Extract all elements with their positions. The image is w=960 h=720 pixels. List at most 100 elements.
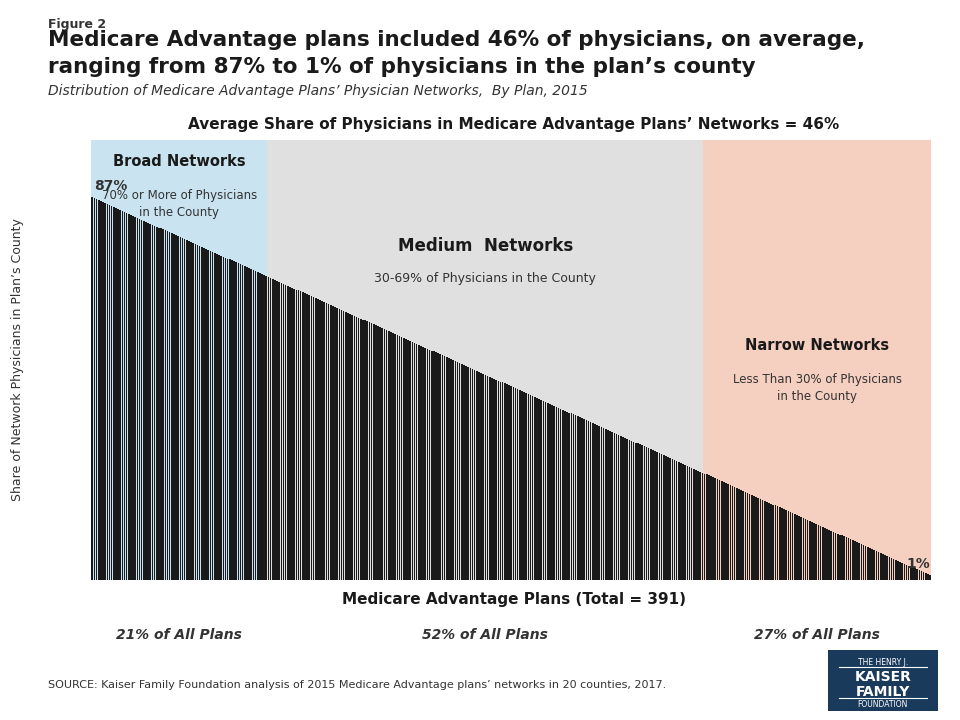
Bar	[332, 306, 334, 580]
Bar	[493, 379, 494, 580]
Bar	[841, 536, 843, 580]
Bar	[372, 325, 374, 580]
Bar	[190, 242, 192, 580]
Bar	[884, 555, 886, 580]
Bar	[141, 220, 142, 580]
Bar	[446, 357, 447, 580]
Bar	[540, 400, 542, 580]
Bar	[91, 140, 268, 580]
Bar	[516, 390, 518, 580]
Text: Medicare Advantage plans included 46% of physicians, on average,: Medicare Advantage plans included 46% of…	[48, 30, 865, 50]
Bar	[686, 466, 688, 580]
Bar	[240, 264, 241, 580]
Bar	[91, 197, 93, 580]
Bar	[452, 360, 454, 580]
Bar	[586, 420, 588, 580]
Bar	[360, 318, 362, 580]
Bar	[186, 240, 187, 580]
Bar	[912, 567, 914, 580]
Bar	[914, 568, 916, 580]
Bar	[463, 365, 465, 580]
Bar	[704, 140, 931, 580]
Bar	[612, 432, 613, 580]
Bar	[627, 438, 628, 580]
Bar	[592, 423, 593, 580]
Bar	[180, 237, 181, 580]
Bar	[594, 424, 596, 580]
Bar	[818, 525, 819, 580]
Bar	[162, 230, 164, 580]
Bar	[684, 465, 686, 580]
Bar	[663, 455, 664, 580]
Text: Average Share of Physicians in Medicare Advantage Plans’ Networks = 46%: Average Share of Physicians in Medicare …	[188, 117, 839, 132]
Bar	[422, 346, 424, 580]
Bar	[300, 292, 301, 580]
Bar	[471, 369, 473, 580]
Bar	[556, 407, 557, 580]
Bar	[650, 449, 652, 580]
Text: FOUNDATION: FOUNDATION	[857, 701, 908, 709]
Bar	[725, 483, 727, 580]
Bar	[237, 264, 239, 580]
Bar	[268, 277, 269, 580]
Bar	[188, 241, 190, 580]
Bar	[325, 303, 327, 580]
Bar	[683, 464, 684, 580]
Bar	[276, 281, 277, 580]
Bar	[278, 282, 280, 580]
Bar	[221, 256, 222, 580]
Bar	[589, 422, 591, 580]
Bar	[251, 269, 252, 580]
Bar	[596, 425, 598, 580]
Bar	[113, 207, 114, 580]
Bar	[519, 390, 520, 580]
Bar	[764, 500, 765, 580]
Bar	[747, 493, 749, 580]
Bar	[757, 498, 759, 580]
Bar	[459, 363, 461, 580]
Bar	[575, 415, 576, 580]
Bar	[820, 526, 822, 580]
Bar	[457, 362, 458, 580]
Bar	[429, 349, 430, 580]
Bar	[811, 522, 813, 580]
Bar	[917, 570, 918, 580]
Bar	[197, 245, 199, 580]
Bar	[837, 534, 838, 580]
Bar	[319, 300, 321, 580]
Bar	[442, 356, 444, 580]
Bar	[532, 396, 534, 580]
Bar	[697, 471, 699, 580]
Bar	[184, 239, 185, 580]
Bar	[695, 469, 697, 580]
Bar	[207, 250, 209, 580]
Bar	[117, 209, 119, 580]
Bar	[876, 551, 877, 580]
Bar	[315, 298, 317, 580]
Text: Less Than 30% of Physicians
in the County: Less Than 30% of Physicians in the Count…	[732, 373, 901, 403]
Bar	[143, 221, 145, 580]
Bar	[706, 474, 708, 580]
Bar	[657, 452, 659, 580]
Bar	[105, 203, 106, 580]
Bar	[304, 293, 306, 580]
Bar	[568, 413, 570, 580]
Bar	[923, 572, 924, 580]
Bar	[412, 342, 413, 580]
Bar	[218, 255, 220, 580]
Bar	[409, 341, 411, 580]
Bar	[832, 531, 834, 580]
Bar	[680, 463, 682, 580]
Bar	[693, 469, 695, 580]
Bar	[633, 441, 635, 580]
Bar	[804, 519, 806, 580]
Bar	[306, 294, 308, 580]
Bar	[405, 339, 407, 580]
Bar	[469, 368, 471, 580]
Bar	[745, 492, 746, 580]
Bar	[560, 409, 562, 580]
Bar	[448, 359, 449, 580]
Bar	[521, 391, 523, 580]
Bar	[371, 323, 372, 580]
Bar	[386, 330, 388, 580]
